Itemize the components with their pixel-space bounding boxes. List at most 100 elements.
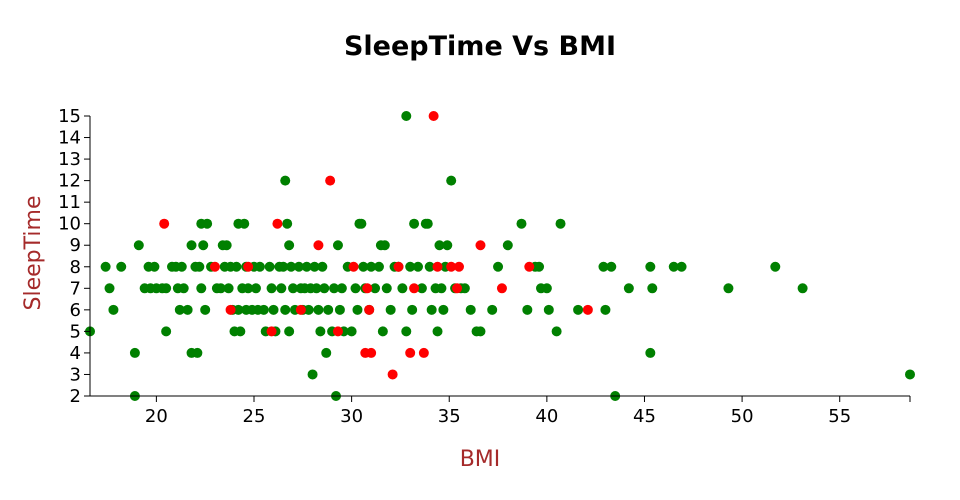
green-data-point (377, 326, 388, 337)
red-data-point (272, 218, 283, 229)
x-tick-label: 40 (535, 406, 558, 427)
green-data-point (350, 283, 361, 294)
green-data-point (502, 240, 513, 251)
y-tick-label: 3 (70, 364, 81, 385)
green-data-point (309, 261, 320, 272)
green-data-point (202, 218, 213, 229)
green-data-point (422, 218, 433, 229)
green-data-point (352, 304, 363, 315)
green-data-point (905, 369, 915, 380)
green-data-point (133, 240, 144, 251)
red-data-point (364, 304, 375, 315)
green-data-point (286, 261, 297, 272)
green-data-point (438, 304, 449, 315)
red-data-point (209, 261, 220, 272)
green-data-point (196, 283, 207, 294)
green-data-point (487, 304, 498, 315)
green-data-point (284, 326, 295, 337)
green-data-point (149, 261, 160, 272)
red-data-point (366, 347, 377, 358)
green-data-point (192, 347, 203, 358)
green-data-point (405, 261, 416, 272)
green-data-point (373, 261, 384, 272)
green-data-point (573, 304, 584, 315)
green-data-point (264, 261, 275, 272)
green-data-point (366, 261, 377, 272)
x-tick-label: 45 (633, 406, 656, 427)
green-data-point (522, 304, 533, 315)
green-data-point (301, 261, 312, 272)
y-tick-label: 8 (70, 257, 81, 278)
y-axis-label: SleepTime (21, 196, 46, 311)
x-tick-label: 20 (145, 406, 168, 427)
green-data-point (104, 283, 115, 294)
green-data-point (307, 369, 318, 380)
x-ticks: 20 25 30 35 40 45 50 55 (145, 396, 851, 427)
y-tick-label: 9 (70, 235, 81, 256)
green-data-point (223, 283, 234, 294)
y-tick-label: 10 (58, 214, 81, 235)
red-data-point (348, 261, 359, 272)
green-data-point (424, 261, 435, 272)
red-data-point (475, 240, 486, 251)
green-data-point (379, 240, 390, 251)
x-axis-label: BMI (460, 447, 501, 472)
green-data-point (311, 283, 322, 294)
green-data-point (233, 304, 244, 315)
red-data-point (332, 326, 343, 337)
green-data-point (534, 261, 545, 272)
green-data-point (381, 283, 392, 294)
green-data-point (459, 283, 470, 294)
green-data-point (647, 283, 658, 294)
green-data-point (551, 326, 562, 337)
red-data-point (387, 369, 398, 380)
red-data-point (409, 283, 420, 294)
green-data-point (319, 283, 330, 294)
green-data-point (200, 304, 211, 315)
green-data-point (176, 261, 187, 272)
green-data-point (313, 304, 324, 315)
green-data-point (182, 304, 193, 315)
green-data-point (288, 283, 299, 294)
red-data-point (496, 283, 507, 294)
green-data-point (598, 261, 609, 272)
y-tick-label: 7 (70, 278, 81, 299)
green-data-point (280, 304, 291, 315)
green-data-point (623, 283, 634, 294)
green-data-point (108, 304, 119, 315)
y-tick-label: 2 (70, 386, 81, 407)
y-tick-label: 5 (70, 321, 81, 342)
green-data-point (645, 347, 656, 358)
green-data-point (194, 261, 205, 272)
points-layer (85, 111, 915, 401)
x-tick-label: 30 (340, 406, 363, 427)
y-tick-label: 12 (58, 171, 81, 192)
green-data-point (442, 240, 453, 251)
green-data-point (321, 347, 332, 358)
red-data-point (524, 261, 535, 272)
green-data-point (797, 283, 808, 294)
green-data-point (315, 326, 326, 337)
y-tick-label: 14 (58, 128, 81, 149)
green-data-point (543, 304, 554, 315)
green-data-point (329, 283, 340, 294)
green-data-point (266, 283, 277, 294)
green-data-point (282, 218, 293, 229)
green-data-point (606, 261, 617, 272)
green-data-point (254, 261, 265, 272)
green-data-point (280, 175, 291, 186)
green-data-point (303, 304, 314, 315)
green-data-point (434, 240, 445, 251)
y-tick-label: 13 (58, 149, 81, 170)
red-data-point (446, 261, 457, 272)
red-data-point (428, 111, 439, 121)
green-data-point (258, 304, 269, 315)
green-data-point (356, 218, 367, 229)
green-data-point (358, 261, 369, 272)
green-data-point (370, 283, 381, 294)
red-data-point (266, 326, 277, 337)
green-data-point (516, 218, 527, 229)
green-data-point (332, 240, 343, 251)
green-data-point (475, 326, 486, 337)
